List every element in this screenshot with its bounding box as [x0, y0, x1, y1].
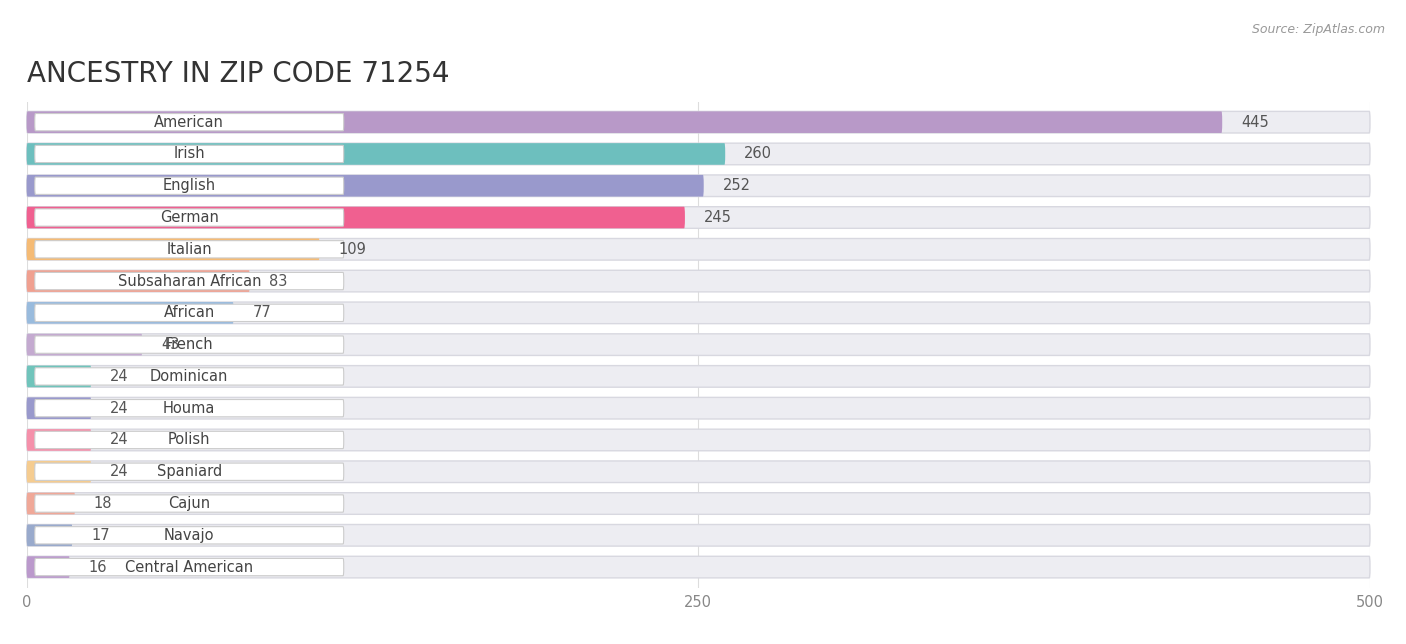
- FancyBboxPatch shape: [35, 368, 343, 385]
- Text: Cajun: Cajun: [169, 496, 211, 511]
- FancyBboxPatch shape: [27, 207, 1369, 229]
- Text: 109: 109: [339, 242, 366, 257]
- Text: 24: 24: [110, 464, 128, 479]
- FancyBboxPatch shape: [27, 397, 1369, 419]
- FancyBboxPatch shape: [35, 399, 343, 417]
- FancyBboxPatch shape: [27, 556, 1369, 578]
- Text: Houma: Houma: [163, 401, 215, 415]
- Text: French: French: [165, 337, 214, 352]
- FancyBboxPatch shape: [35, 495, 343, 512]
- FancyBboxPatch shape: [27, 175, 704, 196]
- Text: 83: 83: [269, 274, 287, 289]
- Text: 260: 260: [744, 146, 772, 162]
- Text: Polish: Polish: [167, 433, 211, 448]
- FancyBboxPatch shape: [27, 366, 91, 387]
- FancyBboxPatch shape: [27, 238, 1369, 260]
- FancyBboxPatch shape: [27, 238, 319, 260]
- FancyBboxPatch shape: [27, 143, 1369, 165]
- FancyBboxPatch shape: [35, 558, 343, 576]
- FancyBboxPatch shape: [27, 461, 1369, 482]
- Text: Source: ZipAtlas.com: Source: ZipAtlas.com: [1251, 23, 1385, 35]
- FancyBboxPatch shape: [35, 113, 343, 131]
- FancyBboxPatch shape: [27, 461, 91, 482]
- FancyBboxPatch shape: [27, 524, 72, 546]
- FancyBboxPatch shape: [27, 270, 1369, 292]
- FancyBboxPatch shape: [27, 397, 91, 419]
- FancyBboxPatch shape: [27, 143, 725, 165]
- Text: 16: 16: [89, 560, 107, 574]
- Text: German: German: [160, 210, 219, 225]
- Text: English: English: [163, 178, 215, 193]
- Text: 252: 252: [723, 178, 751, 193]
- Text: 245: 245: [704, 210, 731, 225]
- FancyBboxPatch shape: [27, 556, 70, 578]
- FancyBboxPatch shape: [27, 334, 1369, 355]
- FancyBboxPatch shape: [27, 207, 685, 229]
- FancyBboxPatch shape: [27, 302, 233, 324]
- Text: 24: 24: [110, 401, 128, 415]
- Text: Subsaharan African: Subsaharan African: [118, 274, 262, 289]
- FancyBboxPatch shape: [35, 209, 343, 226]
- FancyBboxPatch shape: [35, 241, 343, 258]
- FancyBboxPatch shape: [35, 177, 343, 194]
- FancyBboxPatch shape: [27, 302, 1369, 324]
- FancyBboxPatch shape: [35, 304, 343, 321]
- FancyBboxPatch shape: [27, 524, 1369, 546]
- FancyBboxPatch shape: [35, 431, 343, 449]
- FancyBboxPatch shape: [27, 111, 1369, 133]
- Text: 445: 445: [1241, 115, 1268, 129]
- Text: African: African: [163, 305, 215, 320]
- Text: 24: 24: [110, 369, 128, 384]
- FancyBboxPatch shape: [27, 270, 250, 292]
- Text: Italian: Italian: [166, 242, 212, 257]
- Text: Navajo: Navajo: [165, 528, 215, 543]
- Text: 77: 77: [253, 305, 271, 320]
- FancyBboxPatch shape: [27, 493, 75, 515]
- Text: American: American: [155, 115, 224, 129]
- Text: Spaniard: Spaniard: [156, 464, 222, 479]
- FancyBboxPatch shape: [35, 527, 343, 544]
- Text: 18: 18: [94, 496, 112, 511]
- FancyBboxPatch shape: [35, 272, 343, 290]
- FancyBboxPatch shape: [27, 175, 1369, 196]
- FancyBboxPatch shape: [35, 146, 343, 162]
- Text: ANCESTRY IN ZIP CODE 71254: ANCESTRY IN ZIP CODE 71254: [27, 60, 450, 88]
- FancyBboxPatch shape: [35, 336, 343, 354]
- FancyBboxPatch shape: [27, 334, 142, 355]
- FancyBboxPatch shape: [27, 111, 1222, 133]
- Text: 43: 43: [162, 337, 180, 352]
- Text: 17: 17: [91, 528, 110, 543]
- Text: 24: 24: [110, 433, 128, 448]
- Text: Central American: Central American: [125, 560, 253, 574]
- FancyBboxPatch shape: [27, 366, 1369, 387]
- Text: Dominican: Dominican: [150, 369, 228, 384]
- Text: Irish: Irish: [173, 146, 205, 162]
- FancyBboxPatch shape: [27, 429, 1369, 451]
- FancyBboxPatch shape: [35, 463, 343, 480]
- FancyBboxPatch shape: [27, 493, 1369, 515]
- FancyBboxPatch shape: [27, 429, 91, 451]
